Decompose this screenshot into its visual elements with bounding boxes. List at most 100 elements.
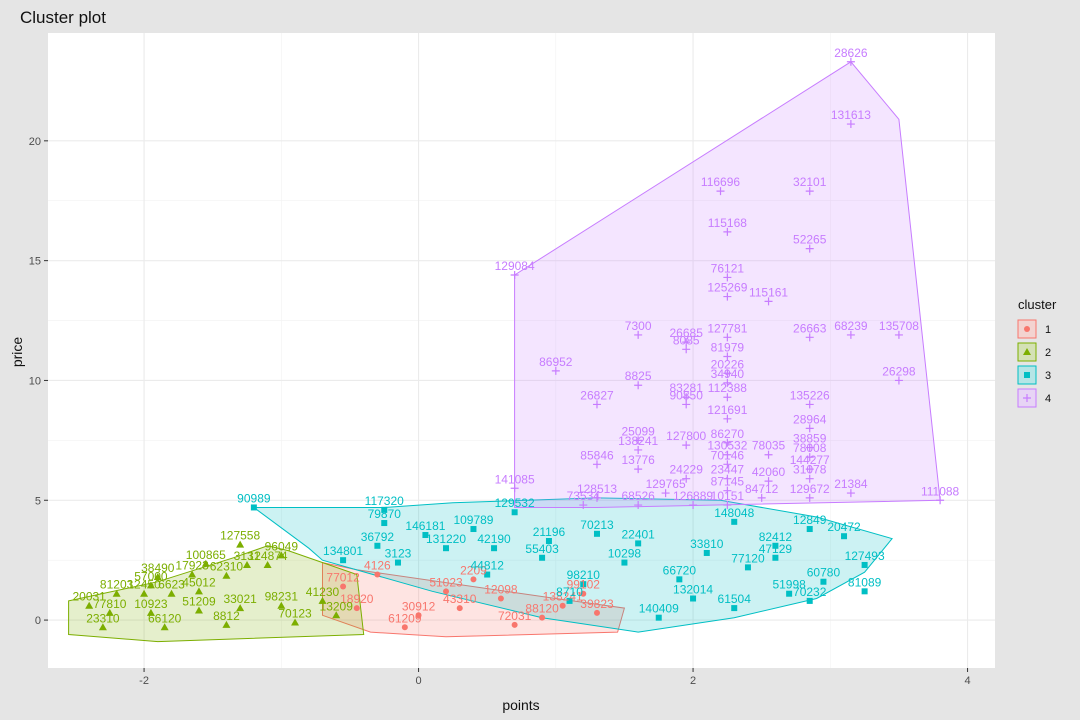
data-point	[1024, 372, 1030, 378]
point-label: 26663	[793, 321, 827, 335]
legend-title: cluster	[1018, 297, 1057, 312]
point-label: 66720	[663, 563, 697, 577]
point-label: 129532	[495, 496, 535, 510]
point-label: 127558	[220, 529, 260, 543]
point-label: 70123	[278, 606, 312, 620]
point-label: 39823	[580, 597, 614, 611]
data-point	[1023, 348, 1031, 355]
point-label: 51209	[182, 594, 216, 608]
point-label: 86270	[711, 427, 745, 441]
point-label: 7300	[625, 319, 652, 333]
point-label: 26827	[580, 388, 614, 402]
data-point	[236, 604, 245, 612]
point-label: 26685	[670, 326, 704, 340]
data-point	[805, 443, 814, 452]
point-label: 30912	[402, 599, 436, 613]
data-point	[786, 590, 793, 597]
point-label: 77120	[731, 551, 765, 565]
point-label: 51023	[429, 575, 463, 589]
point-label: 41230	[306, 585, 340, 599]
data-point	[731, 518, 738, 525]
y-tick-label: 15	[29, 256, 41, 268]
data-point	[491, 545, 498, 552]
data-point	[894, 376, 903, 385]
data-point	[731, 605, 738, 612]
point-label: 6623	[158, 578, 185, 592]
point-label: 85846	[580, 448, 614, 462]
point-label: 33810	[690, 537, 724, 551]
point-label: 12098	[484, 583, 518, 597]
data-point	[146, 608, 155, 616]
y-axis-title: price	[9, 337, 25, 368]
data-point	[222, 620, 231, 628]
data-point	[634, 501, 643, 510]
point-label: 140409	[639, 602, 679, 616]
axes: -2 0 2 4 0 5 10 15 20	[29, 136, 971, 687]
data-point	[723, 474, 732, 483]
data-point	[160, 623, 169, 631]
legend-label: 2	[1045, 347, 1051, 359]
data-point	[634, 445, 643, 454]
point-label: 61504	[718, 592, 752, 606]
data-point	[846, 489, 855, 498]
data-point	[723, 501, 732, 510]
point-label: 126889	[673, 489, 713, 503]
data-point	[422, 532, 429, 539]
data-point	[146, 581, 155, 589]
y-tick-label: 5	[35, 495, 41, 507]
data-point	[511, 621, 518, 628]
data-point	[497, 595, 504, 602]
data-point	[592, 460, 601, 469]
point-label: 132014	[673, 583, 713, 597]
data-point	[682, 345, 691, 354]
point-label: 10298	[608, 547, 642, 561]
point-label: 88120	[525, 602, 559, 616]
point-label: 23310	[86, 611, 120, 625]
data-point	[764, 450, 773, 459]
data-point	[764, 477, 773, 486]
point-label: 81203	[100, 578, 134, 592]
data-point	[805, 465, 814, 474]
data-point	[579, 501, 588, 510]
data-point	[236, 540, 245, 548]
data-point	[551, 366, 560, 375]
point-label: 10923	[134, 597, 168, 611]
y-tick-label: 10	[29, 375, 41, 387]
data-point	[805, 400, 814, 409]
point-label: 57000	[134, 569, 168, 583]
data-point	[153, 572, 162, 580]
point-label: 70232	[793, 585, 827, 599]
data-point	[277, 601, 286, 609]
point-label: 42190	[477, 532, 511, 546]
data-point	[415, 612, 422, 619]
point-label: 138241	[618, 434, 658, 448]
x-axis-title: points	[502, 697, 539, 713]
data-point	[772, 554, 779, 561]
point-label: 77012	[326, 571, 360, 585]
data-point	[805, 474, 814, 483]
point-label: 45012	[182, 575, 216, 589]
data-point	[580, 581, 587, 588]
point-label: 100865	[186, 548, 226, 562]
point-label: 8812	[213, 609, 240, 623]
point-label: 127800	[666, 429, 706, 443]
data-point	[545, 538, 552, 544]
point-label: 109789	[453, 513, 493, 527]
data-point	[682, 474, 691, 483]
data-point	[682, 338, 691, 347]
point-label: 87145	[711, 475, 745, 489]
point-label: 13776	[621, 453, 655, 467]
data-point	[1024, 326, 1030, 332]
data-point	[291, 618, 300, 626]
data-point	[559, 602, 566, 609]
data-point	[443, 588, 450, 595]
point-label: 78035	[752, 439, 786, 453]
point-label: 10151	[711, 489, 745, 503]
point-label: 62310	[210, 560, 244, 574]
point-label: 52265	[793, 233, 827, 247]
data-point	[723, 273, 732, 282]
data-point	[655, 614, 662, 621]
point-label: 115168	[708, 216, 747, 230]
point-label: 146181	[405, 519, 445, 533]
